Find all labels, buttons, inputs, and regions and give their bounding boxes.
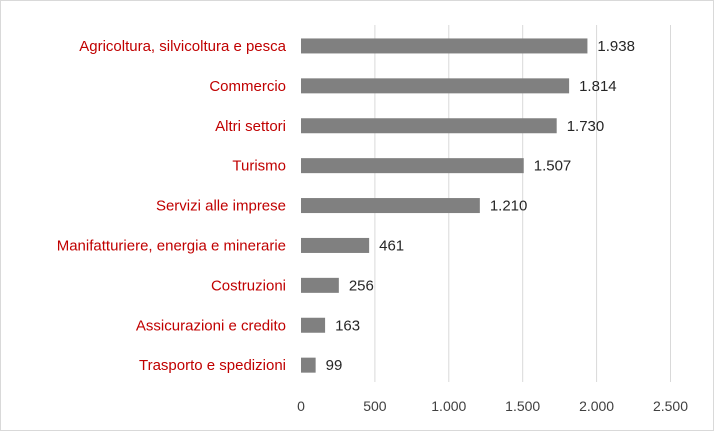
bar bbox=[301, 317, 326, 333]
bar bbox=[301, 277, 339, 293]
data-label: 461 bbox=[379, 237, 404, 254]
category-label: Agricoltura, silvicoltura e pesca bbox=[79, 38, 286, 55]
bar bbox=[301, 38, 588, 54]
category-label: Altri settori bbox=[215, 118, 286, 135]
data-label: 1.730 bbox=[567, 118, 605, 135]
data-label: 1.507 bbox=[534, 158, 572, 175]
category-label: Costruzioni bbox=[211, 277, 286, 294]
data-label: 163 bbox=[335, 317, 360, 334]
x-tick-label: 500 bbox=[363, 398, 387, 414]
data-label: 256 bbox=[349, 277, 374, 294]
x-tick-label: 2.500 bbox=[653, 398, 688, 414]
category-label: Servizi alle imprese bbox=[156, 198, 286, 215]
bar bbox=[301, 78, 570, 94]
data-label: 1.938 bbox=[597, 38, 635, 55]
data-label: 1.210 bbox=[490, 198, 528, 215]
x-tick-label: 2.000 bbox=[579, 398, 614, 414]
x-tick-label: 1.000 bbox=[431, 398, 466, 414]
bar bbox=[301, 198, 480, 214]
bar bbox=[301, 237, 370, 253]
x-tick-label: 0 bbox=[297, 398, 305, 414]
bar bbox=[301, 357, 316, 373]
x-tick-label: 1.500 bbox=[505, 398, 540, 414]
category-label: Assicurazioni e credito bbox=[136, 317, 286, 334]
category-label: Trasporto e spedizioni bbox=[139, 357, 286, 374]
category-label: Manifatturiere, energia e minerarie bbox=[57, 237, 286, 254]
bar bbox=[301, 158, 524, 174]
category-label: Turismo bbox=[232, 158, 286, 175]
data-label: 99 bbox=[326, 357, 343, 374]
category-label: Commercio bbox=[209, 78, 286, 95]
data-label: 1.814 bbox=[579, 78, 617, 95]
bar bbox=[301, 118, 557, 134]
